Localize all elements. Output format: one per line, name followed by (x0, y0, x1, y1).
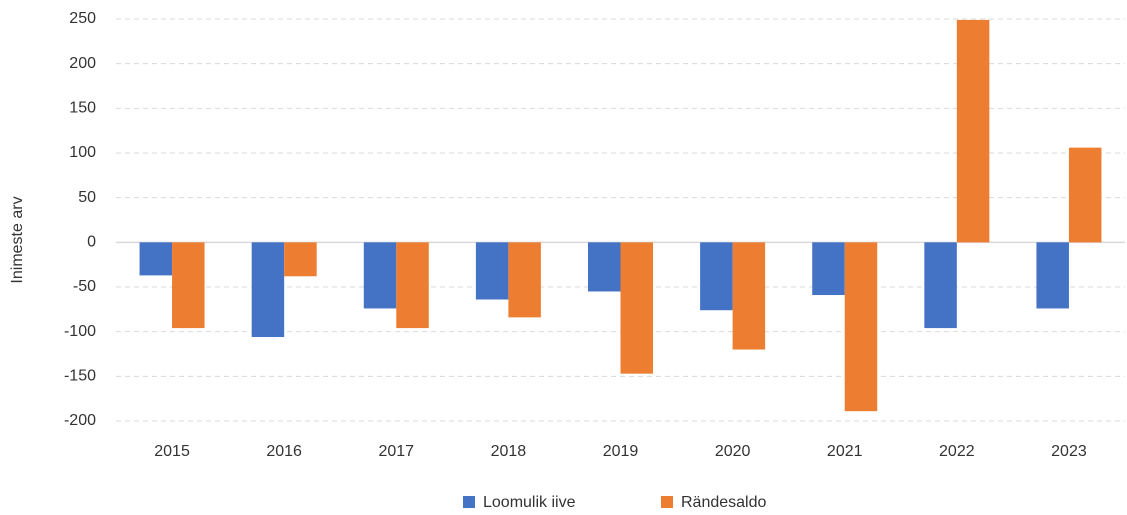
x-tick-label: 2017 (378, 443, 414, 460)
x-tick-label: 2019 (603, 443, 639, 460)
bar (1036, 242, 1069, 309)
bar (588, 242, 621, 292)
bar (844, 242, 878, 412)
x-tick-label: 2018 (491, 443, 527, 460)
bar (508, 242, 541, 318)
x-tick-label: 2015 (154, 443, 190, 460)
y-tick-label: 150 (69, 100, 96, 117)
y-tick-label: -200 (64, 412, 96, 429)
legend-label: Loomulik iive (483, 494, 576, 511)
y-tick-label: 0 (87, 234, 96, 251)
bar (396, 242, 429, 329)
bar (1068, 147, 1102, 243)
y-tick-label: 100 (69, 144, 96, 161)
bar (700, 242, 733, 311)
bar (620, 242, 653, 374)
bar (732, 242, 766, 350)
bar (284, 242, 317, 277)
x-tick-label: 2023 (1051, 443, 1087, 460)
bar (139, 242, 173, 276)
x-tick-label: 2022 (939, 443, 975, 460)
x-tick-label: 2016 (266, 443, 302, 460)
bar (363, 242, 397, 309)
x-tick-label: 2020 (715, 443, 751, 460)
y-tick-label: -150 (64, 368, 96, 385)
bar (172, 242, 205, 329)
y-tick-label: -100 (64, 323, 96, 340)
y-tick-label: -50 (73, 278, 96, 295)
legend-swatch (463, 496, 475, 508)
bar (475, 242, 509, 300)
y-tick-label: 250 (69, 10, 96, 27)
y-tick-label: 200 (69, 55, 96, 72)
legend-label: Rändesaldo (681, 494, 767, 511)
bar (956, 19, 990, 243)
bar (924, 242, 957, 329)
bar (251, 242, 285, 338)
legend-swatch (661, 496, 673, 508)
y-tick-label: 50 (78, 189, 96, 206)
bar (812, 242, 845, 296)
y-axis-label: Inimeste arv (9, 196, 26, 283)
x-tick-label: 2021 (827, 443, 863, 460)
